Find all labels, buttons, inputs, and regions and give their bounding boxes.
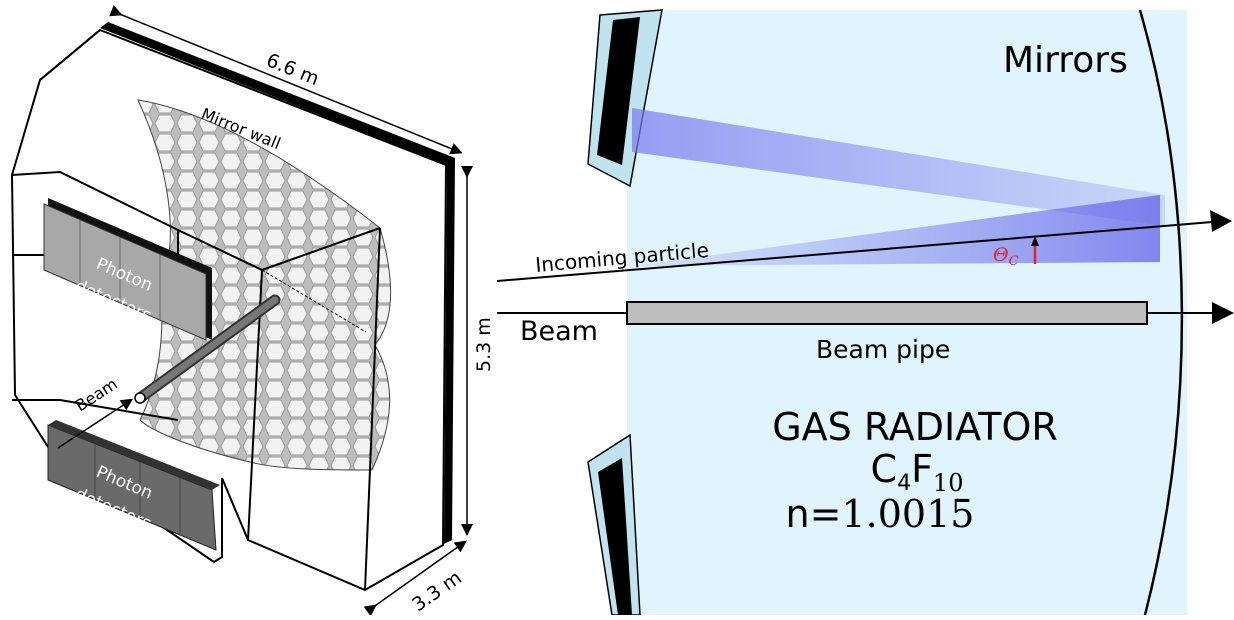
refractive-index: n=1.0015 — [786, 492, 975, 536]
beam-label: Beam — [520, 316, 598, 347]
beam-pipe-label: Beam pipe — [816, 335, 950, 364]
depth-dimension-label: 3.3 m — [408, 567, 465, 615]
photon-detector-housing-bottom — [588, 435, 640, 615]
beam-arrowhead — [1212, 302, 1234, 324]
mirrors-label: Mirrors — [1003, 40, 1128, 81]
radiator-title: GAS RADIATOR — [772, 405, 1058, 449]
height-dimension-label: 5.3 m — [473, 317, 495, 372]
detector-3d-view: Photon detectors Photon detectors Mirror… — [12, 13, 495, 615]
particle-arrowhead — [1210, 210, 1232, 232]
beam-pipe — [627, 302, 1147, 324]
schematic-view: ΘC Mirrors Incoming particle Beam Beam p… — [497, 10, 1234, 615]
